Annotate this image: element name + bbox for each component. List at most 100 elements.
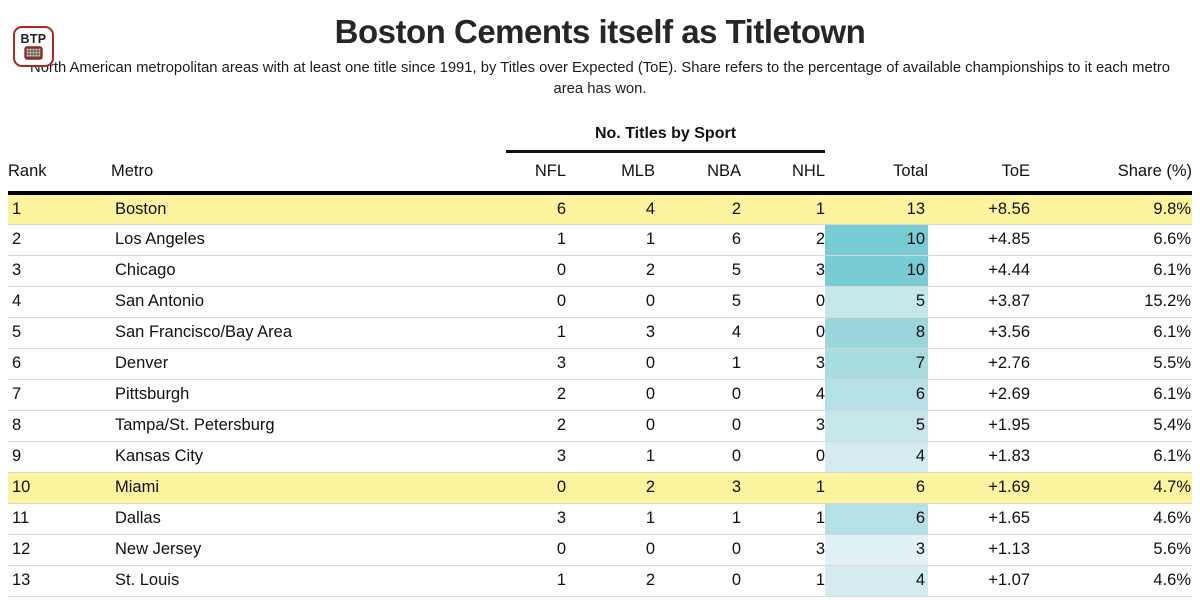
cell-rank: 7 — [8, 379, 111, 411]
table-row: 12 New Jersey 0 0 0 3 3 +1.13 5.6% — [8, 534, 1192, 566]
cell-mlb: 2 — [566, 472, 655, 504]
cell-total: 6 — [825, 379, 928, 411]
cell-nba: 1 — [655, 348, 741, 380]
cell-nba: 5 — [655, 255, 741, 287]
cell-nhl: 0 — [741, 441, 825, 473]
cell-nhl: 2 — [741, 224, 825, 256]
column-header-toe: ToE — [928, 151, 1030, 195]
cell-nfl: 6 — [506, 193, 566, 225]
cell-share: 15.2% — [1030, 286, 1192, 318]
cell-total: 7 — [825, 348, 928, 380]
cell-nhl: 0 — [741, 317, 825, 349]
cell-metro: Dallas — [111, 503, 506, 535]
column-header-row: Rank Metro NFL MLB NBA NHL Total ToE Sha… — [8, 151, 1192, 195]
cell-share: 6.1% — [1030, 441, 1192, 473]
cell-share: 6.1% — [1030, 255, 1192, 287]
column-header-nfl: NFL — [506, 151, 566, 195]
cell-metro: St. Louis — [111, 565, 506, 597]
cell-toe: +1.65 — [928, 503, 1030, 535]
cell-nhl: 3 — [741, 255, 825, 287]
cell-nba: 6 — [655, 224, 741, 256]
cell-nhl: 3 — [741, 348, 825, 380]
cell-nfl: 3 — [506, 441, 566, 473]
cell-share: 9.8% — [1030, 193, 1192, 225]
cell-mlb: 0 — [566, 534, 655, 566]
cell-nba: 4 — [655, 317, 741, 349]
cell-toe: +4.44 — [928, 255, 1030, 287]
cell-nhl: 1 — [741, 193, 825, 225]
cell-mlb: 2 — [566, 565, 655, 597]
cell-nfl: 0 — [506, 472, 566, 504]
cell-metro: San Francisco/Bay Area — [111, 317, 506, 349]
cell-toe: +1.07 — [928, 565, 1030, 597]
cell-share: 4.7% — [1030, 472, 1192, 504]
table-row: 1 Boston 6 4 2 1 13 +8.56 9.8% — [8, 193, 1192, 225]
cell-metro: Chicago — [111, 255, 506, 287]
cell-share: 4.6% — [1030, 503, 1192, 535]
cell-metro: Kansas City — [111, 441, 506, 473]
column-header-nhl: NHL — [741, 151, 825, 195]
cell-rank: 4 — [8, 286, 111, 318]
cell-nba: 0 — [655, 534, 741, 566]
cell-toe: +3.87 — [928, 286, 1030, 318]
column-header-metro: Metro — [111, 151, 506, 195]
cell-share: 5.4% — [1030, 410, 1192, 442]
cell-nba: 5 — [655, 286, 741, 318]
column-header-nba: NBA — [655, 151, 741, 195]
cell-share: 6.1% — [1030, 317, 1192, 349]
cell-share: 4.6% — [1030, 565, 1192, 597]
infographic-page: BTP Boston Cements itself as Titletown N… — [0, 13, 1200, 600]
cell-total: 5 — [825, 286, 928, 318]
cell-mlb: 4 — [566, 193, 655, 225]
cell-toe: +1.69 — [928, 472, 1030, 504]
titles-table-container: No. Titles by Sport Rank Metro NFL MLB N… — [8, 125, 1192, 597]
hockey-goal-net-icon — [24, 46, 43, 60]
spanner-label: No. Titles by Sport — [506, 125, 825, 153]
cell-nfl: 1 — [506, 224, 566, 256]
cell-toe: +1.13 — [928, 534, 1030, 566]
cell-rank: 8 — [8, 410, 111, 442]
cell-total: 3 — [825, 534, 928, 566]
cell-toe: +3.56 — [928, 317, 1030, 349]
page-subtitle: North American metropolitan areas with a… — [30, 60, 1170, 97]
cell-share: 6.1% — [1030, 379, 1192, 411]
column-header-rank: Rank — [8, 151, 111, 195]
cell-nfl: 0 — [506, 255, 566, 287]
cell-total: 8 — [825, 317, 928, 349]
spanner-header-row: No. Titles by Sport — [8, 125, 1192, 153]
cell-nfl: 2 — [506, 410, 566, 442]
cell-rank: 9 — [8, 441, 111, 473]
cell-nba: 2 — [655, 193, 741, 225]
table-row: 8 Tampa/St. Petersburg 2 0 0 3 5 +1.95 5.4% — [8, 410, 1192, 442]
table-row: 6 Denver 3 0 1 3 7 +2.76 5.5% — [8, 348, 1192, 380]
cell-share: 5.6% — [1030, 534, 1192, 566]
table-row: 11 Dallas 3 1 1 1 6 +1.65 4.6% — [8, 503, 1192, 535]
cell-mlb: 0 — [566, 286, 655, 318]
cell-rank: 12 — [8, 534, 111, 566]
table-row: 10 Miami 0 2 3 1 6 +1.69 4.7% — [8, 472, 1192, 504]
column-header-share: Share (%) — [1030, 151, 1192, 195]
table-body: 1 Boston 6 4 2 1 13 +8.56 9.8% 2 Los Angeles 1 1 6 2 10… — [8, 193, 1192, 597]
cell-mlb: 0 — [566, 410, 655, 442]
table-row: 3 Chicago 0 2 5 3 10 +4.44 6.1% — [8, 255, 1192, 287]
cell-mlb: 1 — [566, 224, 655, 256]
cell-nba: 0 — [655, 410, 741, 442]
cell-rank: 3 — [8, 255, 111, 287]
table-row: 5 San Francisco/Bay Area 1 3 4 0 8 +3.56 6.1% — [8, 317, 1192, 349]
cell-toe: +1.95 — [928, 410, 1030, 442]
cell-nba: 3 — [655, 472, 741, 504]
cell-metro: Miami — [111, 472, 506, 504]
cell-rank: 11 — [8, 503, 111, 535]
cell-nhl: 1 — [741, 503, 825, 535]
btp-logo-text: BTP — [20, 31, 47, 46]
cell-mlb: 0 — [566, 348, 655, 380]
cell-total: 13 — [825, 193, 928, 225]
cell-total: 4 — [825, 565, 928, 597]
cell-metro: San Antonio — [111, 286, 506, 318]
cell-mlb: 3 — [566, 317, 655, 349]
cell-total: 6 — [825, 472, 928, 504]
cell-nfl: 1 — [506, 565, 566, 597]
cell-toe: +2.69 — [928, 379, 1030, 411]
cell-nhl: 0 — [741, 286, 825, 318]
cell-metro: Denver — [111, 348, 506, 380]
